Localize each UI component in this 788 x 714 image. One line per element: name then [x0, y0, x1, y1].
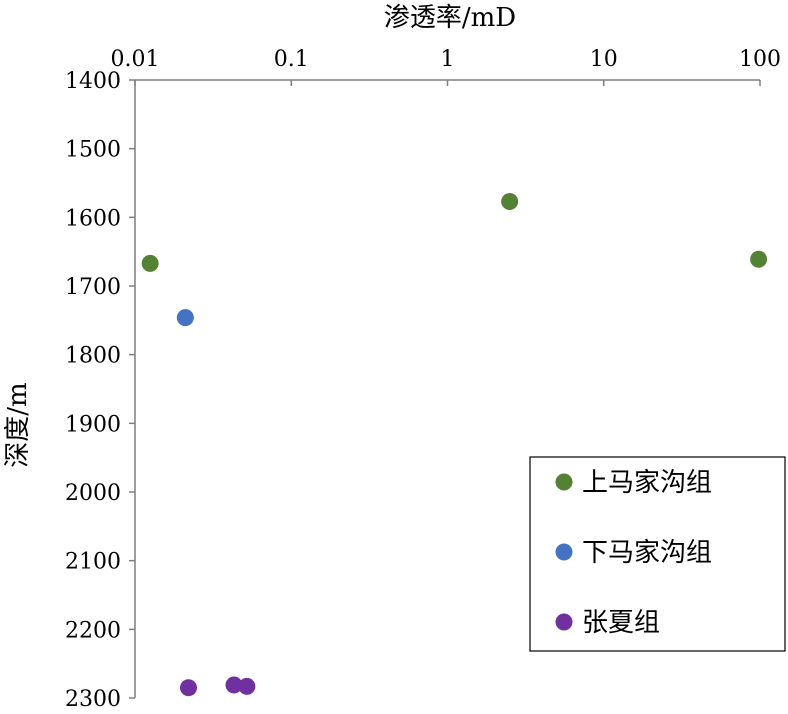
- y-tick-label: 2200: [65, 618, 121, 643]
- y-tick-label: 2300: [65, 687, 121, 712]
- y-tick-label: 1400: [65, 69, 121, 94]
- x-tick-label: 0.1: [274, 47, 309, 72]
- data-point: [501, 193, 519, 211]
- data-point: [180, 679, 198, 697]
- y-tick-label: 2100: [65, 550, 121, 575]
- x-tick-label: 10: [590, 47, 618, 72]
- data-point: [238, 677, 256, 695]
- legend-label: 下马家沟组: [582, 538, 712, 568]
- y-tick-label: 1800: [65, 344, 121, 369]
- x-axis-title: 渗透率/mD: [384, 3, 516, 33]
- legend-marker: [555, 473, 573, 491]
- y-tick-label: 1700: [65, 275, 121, 300]
- data-point: [225, 676, 243, 694]
- y-tick-label: 2000: [65, 481, 121, 506]
- data-point: [176, 309, 194, 327]
- x-tick-label: 0.01: [111, 47, 160, 72]
- data-point: [141, 254, 159, 272]
- data-point: [750, 250, 768, 268]
- y-tick-label: 1900: [65, 412, 121, 437]
- x-tick-label: 100: [739, 47, 781, 72]
- y-tick-label: 1600: [65, 206, 121, 231]
- legend-marker: [555, 613, 573, 631]
- x-tick-label: 1: [441, 47, 455, 72]
- y-tick-label: 1500: [65, 138, 121, 163]
- legend-label: 张夏组: [582, 608, 660, 638]
- chart-points: [141, 193, 768, 697]
- legend-label: 上马家沟组: [582, 468, 712, 498]
- chart-ticks: 0.01 0.1 1 10 100 1400 1500 1600 1700 1800 1900 200…: [65, 47, 781, 712]
- legend-marker: [555, 543, 573, 561]
- legend-box: [529, 456, 786, 652]
- y-axis-title: 深度/m: [3, 382, 33, 467]
